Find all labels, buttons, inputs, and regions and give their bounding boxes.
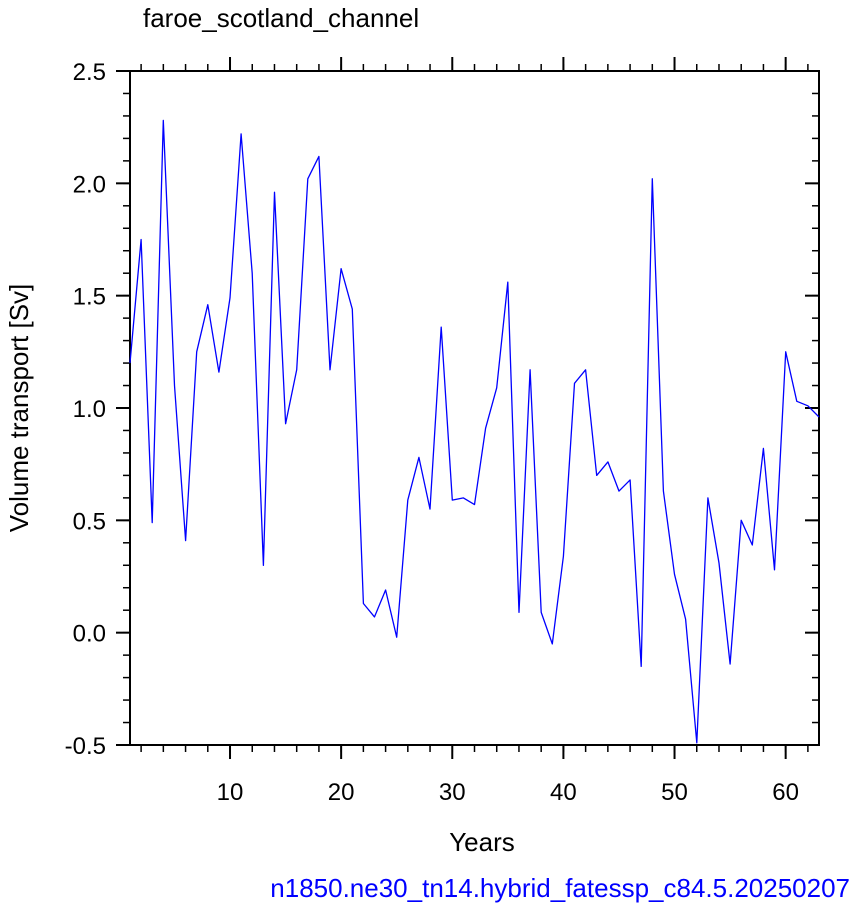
- data-point: [584, 368, 587, 371]
- data-point: [317, 155, 320, 158]
- y-axis-label: Volume transport [Sv]: [4, 284, 34, 533]
- data-point: [373, 615, 376, 618]
- data-point: [340, 267, 343, 270]
- plot-frame: [129, 70, 820, 746]
- data-point: [695, 741, 698, 744]
- data-point: [362, 602, 365, 605]
- data-point: [184, 539, 187, 542]
- data-point: [717, 562, 720, 565]
- data-point: [562, 555, 565, 558]
- data-point: [473, 503, 476, 506]
- data-point: [406, 499, 409, 502]
- data-point: [162, 119, 165, 122]
- data-point: [506, 281, 509, 284]
- data-point: [617, 490, 620, 493]
- y-tick-label: 1.0: [73, 396, 106, 423]
- data-point: [751, 544, 754, 547]
- data-point: [229, 296, 232, 299]
- data-point: [151, 521, 154, 524]
- data-point: [351, 308, 354, 311]
- data-point: [284, 422, 287, 425]
- data-point: [606, 460, 609, 463]
- data-point: [651, 177, 654, 180]
- data-point: [240, 132, 243, 135]
- x-tick-label: 20: [328, 779, 355, 806]
- data-point: [329, 368, 332, 371]
- data-point: [140, 238, 143, 241]
- data-point: [706, 496, 709, 499]
- y-tick-label: 0.0: [73, 621, 106, 648]
- x-tick-label: 10: [217, 779, 244, 806]
- data-point: [595, 474, 598, 477]
- x-tick-label: 60: [772, 779, 799, 806]
- data-point: [729, 663, 732, 666]
- data-point: [517, 611, 520, 614]
- y-tick-label: 2.0: [73, 171, 106, 198]
- data-point: [662, 490, 665, 493]
- data-point: [806, 404, 809, 407]
- data-point: [640, 665, 643, 668]
- data-point: [684, 618, 687, 621]
- series-line: [129, 119, 820, 744]
- y-tick-label: 2.5: [73, 59, 106, 86]
- x-tick-label: 50: [661, 779, 688, 806]
- data-point: [451, 499, 454, 502]
- data-point: [540, 611, 543, 614]
- data-point: [251, 272, 254, 275]
- chart-title: faroe_scotland_channel: [143, 3, 419, 33]
- data-point: [306, 177, 309, 180]
- plot-area: -0.5 0.0 0.5 1.0 1.5 2.0 2.5 10 20 30 40 50 60: [65, 57, 821, 806]
- data-point: [195, 350, 198, 353]
- data-point: [217, 371, 220, 374]
- data-point: [173, 384, 176, 387]
- data-point: [129, 362, 132, 365]
- data-point: [573, 382, 576, 385]
- footer-label: n1850.ne30_tn14.hybrid_fatessp_c84.5.202…: [270, 873, 850, 903]
- y-tick-label: 0.5: [73, 508, 106, 535]
- data-point: [429, 508, 432, 511]
- data-point: [295, 368, 298, 371]
- data-point: [784, 350, 787, 353]
- data-point: [395, 636, 398, 639]
- data-point: [495, 386, 498, 389]
- y-tick-label: -0.5: [65, 733, 106, 760]
- x-tick-label: 40: [550, 779, 577, 806]
- data-point: [529, 368, 532, 371]
- data-point: [384, 588, 387, 591]
- x-tick-label: 30: [439, 779, 466, 806]
- data-point: [440, 326, 443, 329]
- y-tick-label: 1.5: [73, 284, 106, 311]
- data-point: [273, 191, 276, 194]
- data-point: [673, 573, 676, 576]
- data-point: [206, 303, 209, 306]
- data-point: [417, 456, 420, 459]
- data-point: [462, 496, 465, 499]
- data-point: [484, 427, 487, 430]
- data-point: [551, 642, 554, 645]
- data-point: [262, 564, 265, 567]
- data-point: [629, 478, 632, 481]
- data-point: [740, 519, 743, 522]
- data-point: [818, 415, 821, 418]
- data-point: [762, 447, 765, 450]
- data-point: [773, 568, 776, 571]
- data-point: [795, 400, 798, 403]
- x-axis-label: Years: [449, 827, 515, 857]
